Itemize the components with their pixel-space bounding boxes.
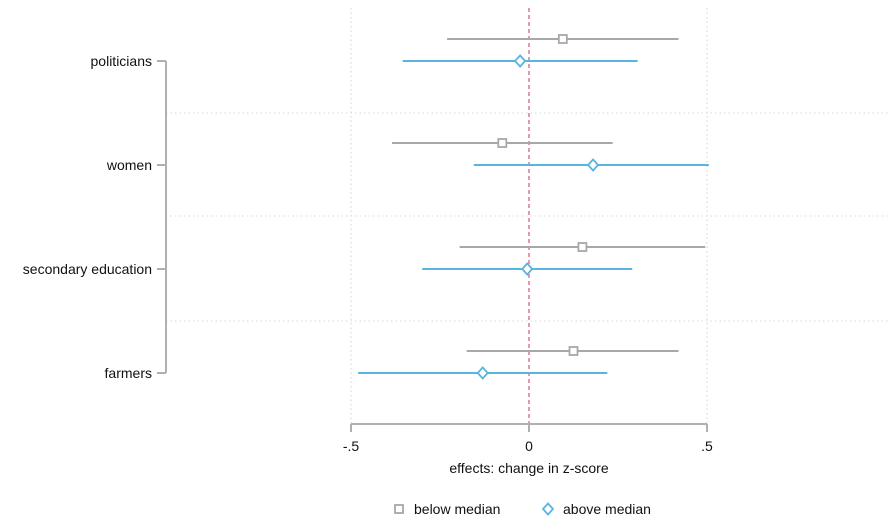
legend-label: below median — [414, 501, 500, 517]
point-estimate — [577, 242, 588, 252]
x-axis: -.5 0 .5 — [343, 423, 713, 454]
series-layer — [358, 34, 709, 380]
y-axis: politicians women secondary education farme… — [23, 53, 167, 381]
legend-item: above median — [541, 501, 651, 517]
x-tick-label: .5 — [701, 438, 713, 454]
legend-item: below median — [394, 501, 500, 517]
point-estimate — [521, 262, 534, 276]
x-tick-label: 0 — [525, 438, 533, 454]
grid-layer — [166, 8, 890, 424]
diamond-marker-icon — [541, 502, 555, 516]
point-estimate — [513, 54, 527, 68]
category-label: secondary education — [23, 261, 152, 277]
legend-label: above median — [563, 501, 651, 517]
x-axis-title: effects: change in z-score — [449, 460, 608, 476]
point-estimate — [568, 346, 579, 356]
point-estimate — [557, 34, 568, 44]
point-estimate — [497, 138, 508, 148]
category-label: politicians — [91, 53, 152, 69]
legend: below median above median — [394, 501, 651, 517]
point-estimate — [586, 158, 600, 172]
square-marker-icon — [394, 504, 404, 514]
x-tick-label: -.5 — [343, 438, 360, 454]
category-label: women — [106, 157, 152, 173]
category-label: farmers — [105, 365, 152, 381]
point-estimate — [476, 366, 489, 380]
